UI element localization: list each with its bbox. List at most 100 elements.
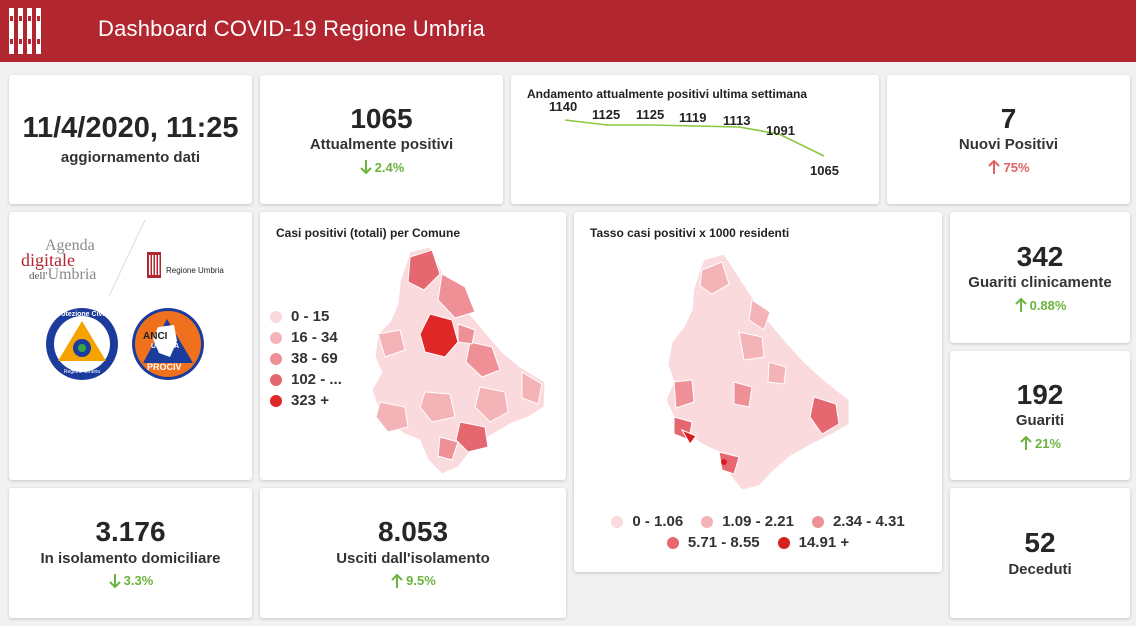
regione-umbria-label: Regione Umbria [166, 266, 224, 275]
anci-umbria-text: UMBRIA [151, 343, 179, 350]
usciti-label: Usciti dall'isolamento [336, 549, 490, 567]
trend-label-1: 1140 [549, 99, 577, 114]
update-datetime: 11/4/2020, 11:25 [22, 112, 239, 145]
trend-title: Andamento attualmente positivi ultima se… [527, 87, 808, 101]
anci-prociv-text: PROCIV [147, 362, 182, 372]
map-comuni-card: Casi positivi (totali) per Comune 0 - 15… [260, 212, 566, 480]
legend-item-tasso-1: 0 - 1.06 [611, 511, 683, 532]
isolamento-change: 3.3% [108, 573, 154, 589]
legend-label: 0 - 15 [291, 308, 330, 325]
page-title: Dashboard COVID-19 Regione Umbria [98, 16, 485, 41]
nuovi-positivi-change-value: 75% [1003, 159, 1030, 175]
guariti-clinicamente-card: 342 Guariti clinicamente 0.88% [950, 212, 1130, 343]
trend-sparkline: 1140 1125 1125 1119 1113 1091 1065 [549, 99, 839, 178]
arrow-down-icon [108, 573, 121, 589]
comune-tasso-est [809, 396, 840, 435]
comune-tasso-sud [718, 451, 740, 475]
arrow-up-icon [1014, 297, 1027, 313]
anci-text: ANCI [143, 331, 168, 342]
comune-amelia [437, 436, 459, 461]
comune-spoleto [474, 386, 509, 423]
comune-todi [419, 391, 456, 423]
nuovi-positivi-label: Nuovi Positivi [958, 136, 1059, 154]
usciti-card: 8.053 Usciti dall'isolamento 9.5% [260, 488, 566, 618]
map-tasso-legend: 0 - 1.06 1.09 - 2.21 2.34 - 4.31 5.71 - … [574, 511, 942, 553]
isolamento-label: In isolamento domiciliare [40, 549, 221, 567]
map-tasso-card: Tasso casi positivi x 1000 residenti 0 -… [574, 212, 942, 572]
usciti-change: 9.5% [390, 573, 436, 589]
legend-label: 323 + [291, 392, 329, 409]
protezione-civile-bottom-text: Regione Umbria [63, 369, 101, 375]
comune-tasso-ovest [673, 379, 695, 409]
trend-card: Andamento attualmente positivi ultima se… [511, 75, 879, 204]
legend-item-tasso-2: 1.09 - 2.21 [701, 511, 794, 532]
nuovi-positivi-card: 7 Nuovi Positivi 75% [887, 75, 1130, 204]
map-comuni-title: Casi positivi (totali) per Comune [276, 226, 461, 240]
agenda-line-2: digitale [21, 250, 75, 270]
legend-item-comuni-5: 323 + [270, 390, 342, 411]
agenda-line-3a: dell' [29, 270, 48, 282]
trend-label-3: 1125 [636, 107, 664, 122]
comune-tasso-nord [699, 261, 730, 295]
arrow-up-icon [1020, 435, 1032, 451]
deceduti-value: 52 [1024, 527, 1056, 559]
legend-item-tasso-3: 2.34 - 4.31 [811, 511, 905, 532]
comune-orvieto [375, 401, 409, 433]
arrow-down-icon [359, 160, 372, 175]
logo-divider [108, 219, 146, 297]
legend-item-comuni-2: 16 - 34 [270, 327, 342, 348]
arrow-up-icon [988, 159, 1001, 175]
umbria-tasso-map [665, 253, 850, 491]
anci-umbria-logo: ANCI UMBRIA PROCIV [131, 307, 205, 381]
nuovi-positivi-change: 75% [987, 159, 1030, 175]
comune-perugia [419, 313, 459, 358]
legend-label: 38 - 69 [291, 350, 338, 367]
arrow-up-icon [391, 573, 403, 588]
isolamento-change-value: 3.3% [123, 573, 154, 589]
trend-label-7: 1065 [810, 163, 839, 178]
comune-assisi [457, 323, 476, 345]
comune-tasso-centro-1 [738, 331, 765, 361]
comune-tasso-max [721, 459, 727, 465]
comune-terni [455, 421, 489, 453]
logos-card: Agenda digitale dell'Umbria Regione Umbr… [9, 212, 252, 480]
attualmente-positivi-change: 2.4% [359, 159, 405, 175]
legend-label: 5.71 - 8.55 [687, 534, 760, 551]
comune-citta-castello [407, 249, 441, 291]
update-card: 11/4/2020, 11:25 aggiornamento dati [9, 75, 252, 204]
guariti-clinicamente-label: Guariti clinicamente [968, 274, 1112, 292]
protezione-civile-badge-icon [46, 308, 118, 380]
guariti-change-value: 21% [1034, 435, 1062, 451]
umbria-comuni-map [371, 246, 546, 475]
legend-label: 0 - 1.06 [632, 513, 684, 530]
update-label: aggiornamento dati [60, 148, 201, 166]
legend-label: 1.09 - 2.21 [722, 513, 794, 530]
comune-gubbio [437, 273, 476, 319]
umbria-region-shape [371, 246, 546, 475]
isolamento-value: 3.176 [95, 516, 166, 548]
legend-item-tasso-5: 14.91 + [777, 532, 850, 553]
legend-item-comuni-1: 0 - 15 [270, 306, 342, 327]
guariti-clinicamente-value: 342 [1016, 240, 1064, 272]
legend-item-comuni-4: 102 - ... [270, 369, 342, 390]
deceduti-label: Deceduti [1008, 560, 1072, 578]
umbria-region-shape [665, 253, 850, 491]
attualmente-positivi-change-value: 2.4% [374, 159, 405, 175]
agenda-line-3b: Umbria [47, 266, 97, 283]
comune-tasso-sud-ovest-2 [680, 428, 697, 445]
legend-item-comuni-3: 38 - 69 [270, 348, 342, 369]
comune-tasso-centro-3 [733, 381, 753, 408]
regione-umbria-small-icon [147, 252, 161, 278]
guariti-card: 192 Guariti 21% [950, 351, 1130, 480]
legend-label: 2.34 - 4.31 [832, 513, 905, 530]
trend-label-5: 1113 [723, 113, 751, 128]
guariti-clinicamente-change-value: 0.88% [1029, 297, 1067, 313]
agenda-line-1: Agenda [45, 237, 95, 254]
regione-umbria-logo-icon [9, 8, 41, 54]
trend-label-4: 1119 [679, 110, 707, 125]
legend-label: 14.91 + [798, 534, 850, 551]
guariti-clinicamente-change: 0.88% [1014, 297, 1067, 313]
deceduti-card: 52 Deceduti [950, 488, 1130, 618]
legend-label: 16 - 34 [291, 329, 338, 346]
comune-trasimeno [377, 329, 406, 358]
